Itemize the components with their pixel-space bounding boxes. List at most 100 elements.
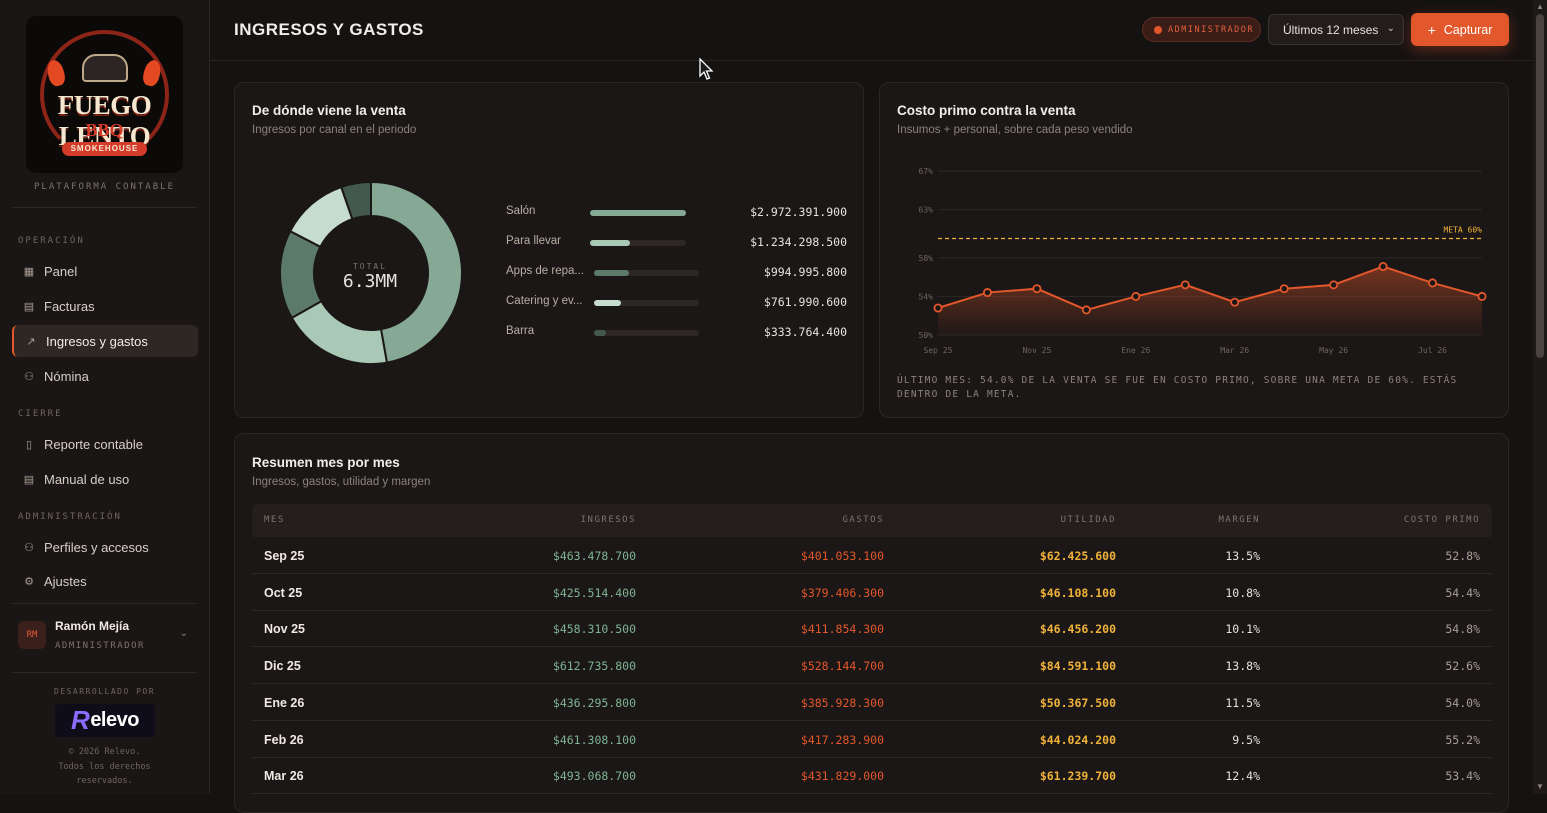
channel-value: $2.972.391.900	[750, 205, 847, 219]
cell-profit: $44.024.200	[1039, 732, 1116, 747]
developer-label: DESARROLLADO POR	[53, 687, 156, 696]
sidebar-item-panel[interactable]: ▦ Panel	[12, 255, 198, 287]
donut-slice[interactable]	[370, 180, 463, 364]
scroll-up-icon[interactable]: ▲	[1536, 2, 1544, 11]
card-subtitle: Ingresos por canal en el periodo	[252, 124, 417, 136]
column-header[interactable]: MARGEN	[1218, 515, 1260, 525]
prime-cost-point[interactable]	[982, 288, 992, 298]
cell-income: $612.735.800	[552, 659, 636, 674]
table-header: MES INGRESOS GASTOS UTILIDAD MARGEN COST…	[252, 504, 1492, 537]
x-tick-label: Mar 26	[1220, 346, 1249, 355]
section-administracion: ADMINISTRACIÓN	[18, 512, 122, 522]
capture-button[interactable]: + Capturar	[1411, 13, 1509, 46]
channel-value: $1.234.298.500	[750, 235, 847, 249]
prime-cost-point[interactable]	[933, 303, 943, 313]
table-row[interactable]: Dic 25 $612.735.800 $528.144.700 $84.591.10…	[252, 647, 1492, 685]
column-header[interactable]: INGRESOS	[580, 515, 636, 525]
y-tick-label: 63%	[919, 206, 934, 215]
user-role: ADMINISTRADOR	[55, 641, 145, 651]
cell-margin: 10.8%	[1225, 585, 1260, 600]
table-row[interactable]: Sep 25 $463.478.700 $401.053.100 $62.425.60…	[252, 537, 1492, 574]
sidebar-item-reporte-contable[interactable]: ▯ Reporte contable	[12, 428, 198, 460]
copyright: © 2026 Relevo. Todos los derechos reserv…	[0, 745, 209, 789]
channel-bar-track	[590, 210, 686, 216]
table-row[interactable]: Oct 25 $425.514.400 $379.406.300 $46.108.10…	[252, 574, 1492, 611]
prime-cost-point[interactable]	[1180, 280, 1190, 290]
donut-total-value: 6.3MM	[342, 271, 398, 292]
chevron-down-icon[interactable]: ⌄	[179, 628, 188, 639]
divider	[12, 207, 197, 208]
cell-month: Oct 25	[264, 585, 303, 600]
cell-prime-cost: 52.8%	[1445, 549, 1480, 563]
channel-row: Salón $2.972.391.900	[506, 203, 847, 223]
cell-margin: 11.5%	[1225, 695, 1260, 710]
relevo-logo-mark: R	[71, 705, 90, 735]
channel-bar-track	[590, 240, 686, 246]
revenue-by-channel-card: De dónde viene la venta Ingresos por can…	[234, 82, 864, 418]
y-tick-label: 67%	[919, 167, 934, 176]
prime-cost-point[interactable]	[1032, 284, 1042, 294]
sidebar-item-perfiles-y-accesos[interactable]: ⚇ Perfiles y accesos	[12, 531, 198, 563]
sidebar-item-ingresos-y-gastos[interactable]: ↗ Ingresos y gastos	[12, 325, 198, 357]
table-row[interactable]: Nov 25 $458.310.500 $411.854.300 $46.456.20…	[252, 610, 1492, 648]
table-row[interactable]: Mar 26 $493.068.700 $431.829.000 $61.239.70…	[252, 757, 1492, 795]
prime-cost-point[interactable]	[1477, 291, 1487, 301]
prime-cost-point[interactable]	[1279, 284, 1289, 294]
sidebar-item-label: Ajustes	[44, 573, 87, 589]
book-icon: ▤	[23, 473, 35, 486]
prime-cost-point[interactable]	[1428, 278, 1438, 288]
channel-row: Barra $333.764.400	[506, 323, 847, 343]
sidebar-item-manual-de-uso[interactable]: ▤ Manual de uso	[12, 463, 198, 495]
cell-month: Nov 25	[264, 622, 305, 637]
cell-prime-cost: 54.0%	[1445, 695, 1480, 710]
cell-income: $458.310.500	[552, 622, 636, 637]
x-tick-label: May 26	[1319, 346, 1348, 355]
capture-button-label: Capturar	[1443, 22, 1493, 37]
x-tick-label: Sep 25	[924, 346, 953, 355]
scroll-down-icon[interactable]: ▼	[1536, 782, 1544, 791]
channel-bar	[594, 270, 630, 276]
cell-profit: $62.425.600	[1039, 549, 1116, 563]
prime-cost-point[interactable]	[1081, 305, 1091, 315]
platform-label: PLATAFORMA CONTABLE	[34, 182, 175, 192]
cell-month: Sep 25	[264, 549, 305, 563]
donut-slice[interactable]	[339, 180, 372, 221]
sidebar: FUEGO LENTO BBQ SMOKEHOUSE PLATAFORMA CO…	[0, 0, 210, 794]
page-title: INGRESOS Y GASTOS	[234, 20, 424, 39]
chevron-down-icon: ⌄	[1386, 23, 1395, 34]
receipt-icon: ▤	[23, 300, 35, 313]
user-name: Ramón Mejía	[55, 619, 130, 633]
channel-value: $333.764.400	[763, 325, 847, 339]
channel-row: Apps de repa... $994.995.800	[506, 263, 847, 283]
column-header[interactable]: UTILIDAD	[1060, 515, 1116, 525]
x-tick-label: Ene 26	[1121, 346, 1150, 355]
cell-income: $425.514.400	[552, 585, 636, 600]
sidebar-item-ajustes[interactable]: ⚙ Ajustes	[12, 565, 198, 597]
column-header[interactable]: GASTOS	[842, 515, 884, 525]
card-title: De dónde viene la venta	[252, 103, 406, 118]
period-select-value: Últimos 12 meses	[1283, 22, 1379, 37]
sidebar-item-nomina[interactable]: ⚇ Nómina	[12, 360, 198, 392]
table-row[interactable]: Ene 26 $436.295.800 $385.928.300 $50.367.50…	[252, 684, 1492, 721]
channel-bar-track	[594, 300, 699, 306]
channel-name: Catering y ev...	[506, 295, 583, 307]
cell-expenses: $379.406.300	[800, 585, 884, 600]
cell-profit: $46.456.200	[1039, 622, 1116, 637]
column-header[interactable]: COSTO PRIMO	[1403, 515, 1480, 525]
prime-cost-point[interactable]	[1378, 262, 1388, 272]
user-menu[interactable]: RM Ramón Mejía ADMINISTRADOR ⌄	[18, 618, 194, 656]
column-header[interactable]: MES	[264, 515, 285, 525]
table-row[interactable]: Feb 26 $461.308.100 $417.283.900 $44.024.20…	[252, 721, 1492, 758]
period-select[interactable]: Últimos 12 meses ⌄	[1268, 14, 1404, 45]
prime-cost-point[interactable]	[1131, 291, 1141, 301]
page-scrollbar[interactable]: ▲ ▼	[1533, 0, 1547, 794]
sidebar-item-facturas[interactable]: ▤ Facturas	[12, 290, 198, 322]
prime-cost-area	[938, 266, 1482, 335]
prime-cost-point[interactable]	[1329, 280, 1339, 290]
scrollbar-thumb[interactable]	[1536, 14, 1544, 358]
target-label: META 60%	[1443, 226, 1482, 235]
prime-cost-point[interactable]	[1230, 297, 1240, 307]
cell-month: Dic 25	[264, 659, 301, 674]
brand-logo[interactable]: FUEGO LENTO BBQ SMOKEHOUSE	[26, 16, 183, 173]
